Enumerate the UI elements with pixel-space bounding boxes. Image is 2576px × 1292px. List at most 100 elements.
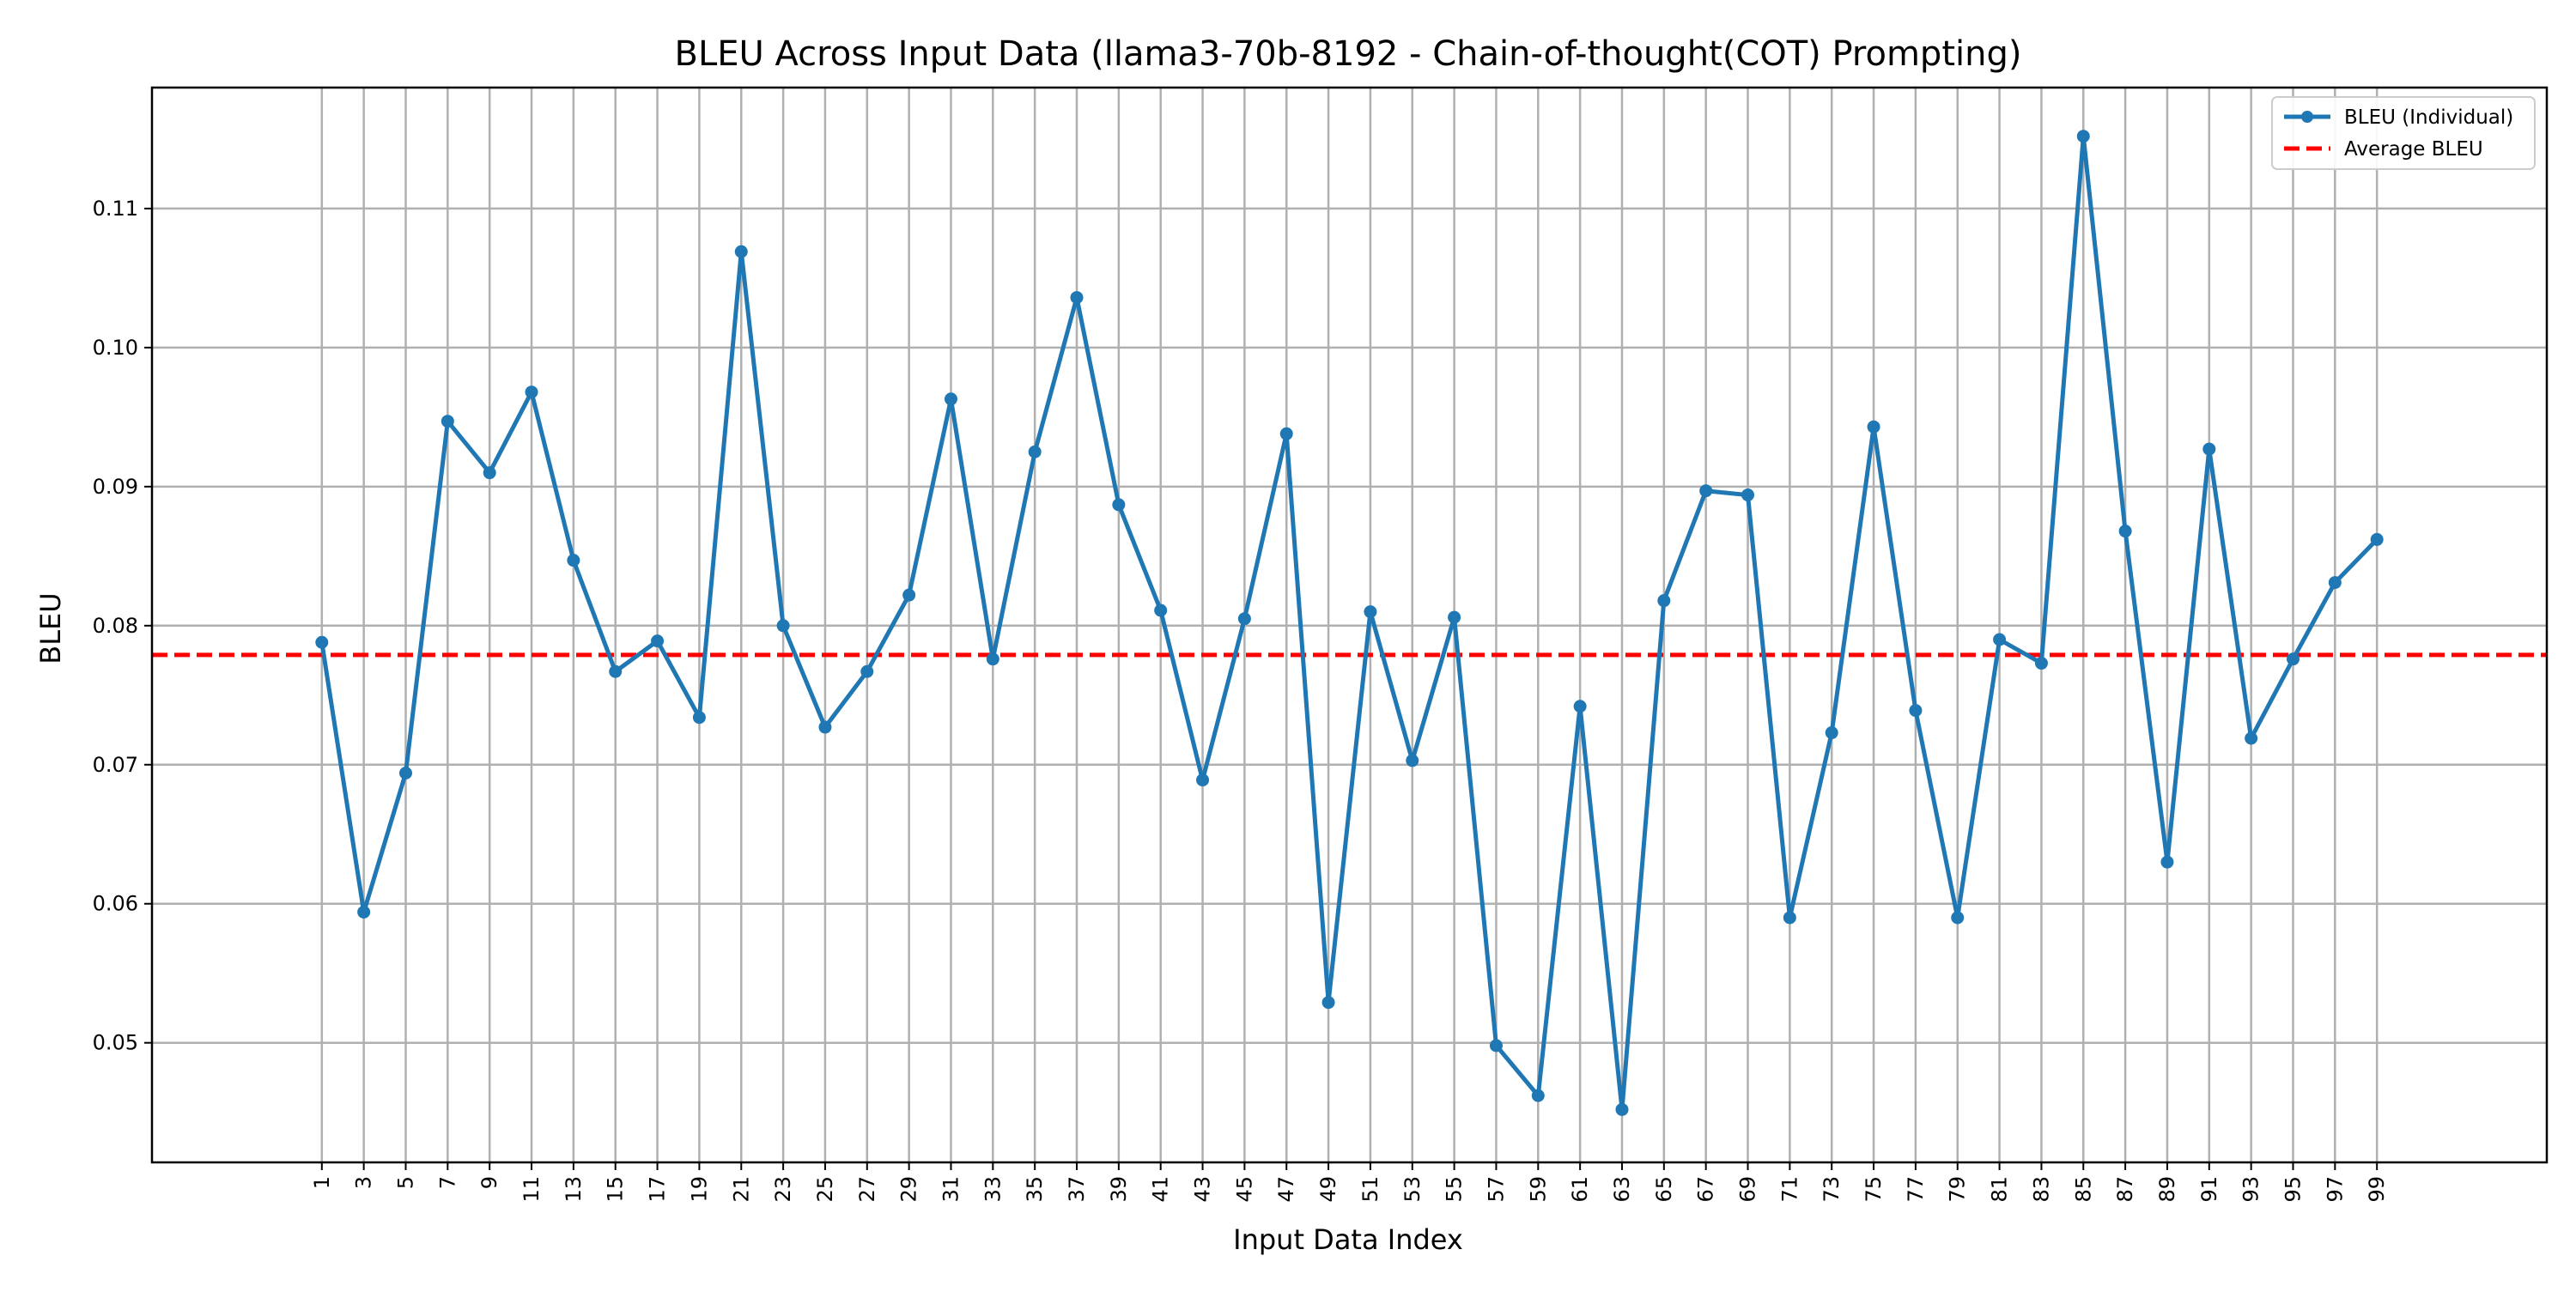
x-tick-label: 61 [1568,1176,1592,1203]
bleu-data-point [609,664,623,678]
x-tick-label: 25 [813,1176,837,1203]
x-tick-label: 81 [1988,1176,2012,1203]
y-tick-label: 0.10 [93,336,138,360]
x-tick-label: 1 [310,1176,334,1189]
bleu-data-point [1741,488,1755,502]
x-tick-label: 15 [604,1176,628,1203]
x-tick-label: 99 [2365,1176,2389,1203]
x-tick-label: 75 [1862,1176,1886,1203]
bleu-data-point [2202,442,2216,456]
bleu-data-point [1573,700,1587,713]
y-tick-label: 0.08 [93,614,138,638]
bleu-data-point [2370,532,2384,546]
bleu-data-point [1279,427,1293,440]
bleu-data-point [1867,420,1880,434]
x-tick-label: 5 [394,1176,418,1189]
x-tick-label: 77 [1904,1176,1928,1203]
x-tick-label: 33 [981,1176,1005,1203]
x-tick-label: 63 [1610,1176,1634,1203]
bleu-data-point [692,711,706,725]
bleu-data-point [1196,773,1210,787]
x-axis-label: Input Data Index [1233,1223,1463,1256]
legend: BLEU (Individual) Average BLEU [2271,96,2536,170]
bleu-data-point [818,720,832,734]
bleu-data-point [1070,291,1084,305]
bleu-data-point [525,385,538,399]
x-tick-label: 27 [855,1176,879,1203]
bleu-data-point [1448,610,1461,624]
x-tick-label: 97 [2323,1176,2347,1203]
x-tick-label: 83 [2029,1176,2053,1203]
x-tick-label: 59 [1526,1176,1550,1203]
x-tick-label: 7 [435,1176,459,1189]
x-tick-label: 35 [1023,1176,1047,1203]
bleu-data-point [1699,484,1713,498]
x-tick-label: 69 [1736,1176,1760,1203]
bleu-data-point [483,466,496,480]
x-tick-label: 21 [729,1176,753,1203]
x-tick-label: 41 [1149,1176,1173,1203]
bleu-data-point [1154,604,1168,617]
bleu-data-point [1406,754,1419,767]
x-tick-label: 55 [1443,1176,1467,1203]
x-tick-label: 13 [562,1176,586,1203]
bleu-data-point [1237,612,1251,626]
x-tick-label: 89 [2155,1176,2179,1203]
bleu-data-point [1531,1089,1545,1102]
x-tick-label: 87 [2113,1176,2137,1203]
bleu-data-point [2328,576,2342,590]
bleu-data-point [1909,704,1923,718]
x-tick-label: 79 [1946,1176,1970,1203]
bleu-data-point [399,766,413,779]
x-tick-label: 47 [1274,1176,1298,1203]
bleu-data-point [944,392,957,406]
bleu-data-point [1364,605,1377,619]
bleu-data-point [2160,855,2174,869]
bleu-data-point [2286,652,2300,666]
bleu-data-point [440,415,454,428]
x-tick-label: 23 [771,1176,795,1203]
x-tick-label: 45 [1232,1176,1256,1203]
x-tick-label: 3 [352,1176,376,1189]
bleu-data-point [357,905,371,919]
bleu-data-point [1951,911,1965,925]
bleu-data-point [2076,130,2090,143]
x-tick-label: 17 [646,1176,670,1203]
x-tick-label: 73 [1820,1176,1844,1203]
bleu-data-point [860,664,874,678]
x-tick-label: 93 [2239,1176,2263,1203]
bleu-data-point [1783,911,1796,925]
x-tick-label: 49 [1316,1176,1340,1203]
bleu-data-point [1489,1039,1503,1052]
x-tick-label: 37 [1065,1176,1089,1203]
y-axis-label: BLEU [34,592,67,664]
bleu-data-point [2034,657,2048,670]
x-axis-ticks: 1 3 5 7 9 11 13 15 17 19 21 23 25 27 29 31 33 35 37 39 41 43 4… [310,1162,2389,1203]
bleu-data-point [1615,1102,1629,1116]
bleu-data-point [734,245,748,258]
y-tick-label: 0.09 [93,475,138,499]
x-tick-label: 91 [2197,1176,2221,1203]
bleu-data-point [2245,731,2258,745]
x-tick-label: 11 [519,1176,544,1203]
bleu-data-point [1657,594,1671,608]
bleu-data-point [1993,633,2007,646]
bleu-data-point [1825,726,1838,740]
legend-marker-bleu-individual [2301,111,2313,123]
x-tick-label: 85 [2071,1176,2095,1203]
y-tick-label: 0.11 [93,197,138,221]
bleu-individual-line [319,134,2379,1112]
x-tick-label: 65 [1652,1176,1676,1203]
legend-box [2271,96,2536,170]
bleu-data-point [986,652,999,666]
y-tick-label: 0.05 [93,1031,138,1055]
bleu-data-point [776,619,790,633]
y-axis-ticks: 0.05 0.06 0.07 0.08 0.09 0.10 0.11 [93,197,152,1055]
bleu-data-point [1112,498,1126,512]
x-tick-label: 51 [1358,1176,1382,1203]
x-tick-label: 67 [1694,1176,1718,1203]
x-tick-label: 57 [1484,1176,1508,1203]
